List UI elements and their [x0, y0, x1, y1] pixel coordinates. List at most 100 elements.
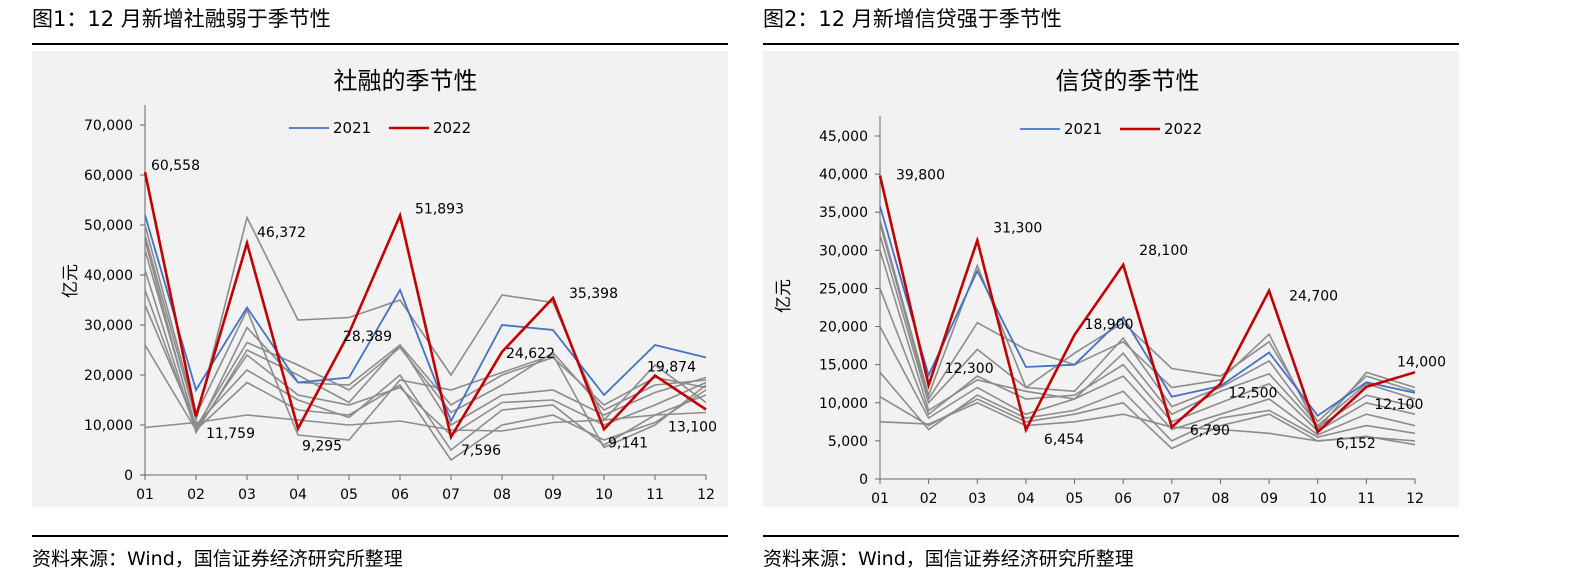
series-line-history: [144, 304, 707, 452]
y-tick-label: 10,000: [819, 396, 868, 412]
y-tick-label: 0: [859, 472, 868, 488]
series-line-2022: [878, 175, 1416, 435]
x-tick-label: 03: [968, 491, 986, 507]
x-tick-label: 02: [187, 487, 205, 503]
bottom-rule: [32, 535, 728, 537]
y-tick-label: 10,000: [84, 418, 133, 434]
data-label: 46,372: [257, 225, 306, 241]
legend-label-2021: 2021: [333, 119, 371, 137]
figure-title: 图1：12 月新增社融弱于季节性: [32, 7, 331, 31]
data-label: 13,100: [668, 420, 717, 436]
data-label: 28,389: [343, 329, 392, 345]
data-label: 12,500: [1228, 386, 1277, 402]
x-tick-label: 12: [1406, 491, 1424, 507]
top-rule: [32, 43, 728, 45]
y-tick-label: 45,000: [819, 129, 868, 145]
x-tick-label: 07: [442, 487, 460, 503]
y-tick-label: 20,000: [819, 320, 868, 336]
x-tick-label: 11: [1357, 491, 1375, 507]
legend-label-2022: 2022: [433, 119, 471, 137]
data-label: 12,100: [1374, 397, 1423, 413]
y-tick-label: 60,000: [84, 168, 133, 184]
series-line-history: [144, 269, 707, 435]
series-line-history: [144, 249, 707, 430]
y-axis-label: 亿元: [61, 264, 81, 298]
data-label: 35,398: [569, 286, 618, 302]
series-line-2021: [144, 214, 707, 424]
series-line-history: [879, 371, 1416, 442]
data-label: 31,300: [993, 220, 1042, 236]
x-tick-label: 05: [340, 487, 358, 503]
data-label: 7,596: [461, 443, 501, 459]
x-tick-label: 05: [1066, 491, 1084, 507]
x-tick-label: 11: [646, 487, 664, 503]
y-tick-label: 50,000: [84, 218, 133, 234]
y-tick-label: 5,000: [828, 434, 868, 450]
legend-label-2022: 2022: [1164, 120, 1202, 138]
x-tick-label: 04: [289, 487, 307, 503]
x-tick-label: 01: [136, 487, 154, 503]
x-tick-label: 06: [1114, 491, 1132, 507]
y-tick-label: 20,000: [84, 368, 133, 384]
data-label: 28,100: [1139, 243, 1188, 259]
series-line-history: [879, 223, 1416, 431]
x-tick-label: 02: [920, 491, 938, 507]
x-tick-label: 07: [1163, 491, 1181, 507]
data-label: 12,300: [945, 361, 994, 377]
data-label: 19,874: [647, 360, 696, 376]
y-tick-label: 35,000: [819, 205, 868, 221]
x-tick-label: 10: [1309, 491, 1327, 507]
x-tick-label: 01: [871, 491, 889, 507]
data-label: 18,900: [1085, 317, 1134, 333]
data-label: 6,790: [1190, 423, 1230, 439]
series-line-history: [144, 224, 707, 449]
series-line-history: [144, 239, 707, 434]
x-tick-label: 09: [1260, 491, 1278, 507]
social-financing-line-chart: 社融的季节性 0 10,000 20,000 30,000 40,000 50,000 60,…: [61, 67, 717, 503]
series-line-2022: [143, 171, 707, 441]
x-tick-label: 08: [1212, 491, 1230, 507]
data-label: 6,152: [1336, 436, 1376, 452]
y-tick-label: 30,000: [84, 318, 133, 334]
x-tick-label: 04: [1017, 491, 1035, 507]
series-line-history: [879, 326, 1416, 436]
chart-title: 信贷的季节性: [1056, 67, 1200, 95]
y-tick-label: 70,000: [84, 118, 133, 134]
data-label: 9,141: [608, 435, 648, 451]
bottom-rule: [763, 535, 1459, 537]
data-label: 60,558: [151, 158, 200, 174]
data-label: 14,000: [1397, 354, 1446, 370]
x-tick-label: 12: [697, 487, 715, 503]
figure-panel-loans: 图2：12 月新增信贷强于季节性 信贷的季节性 0 5,000 10,000 15,00…: [763, 0, 1459, 581]
y-tick-label: 40,000: [84, 268, 133, 284]
series-line-history: [879, 396, 1416, 450]
data-label: 24,622: [506, 346, 555, 362]
legend-label-2021: 2021: [1064, 120, 1102, 138]
y-tick-label: 30,000: [819, 243, 868, 259]
y-tick-label: 25,000: [819, 281, 868, 297]
source-note: 资料来源：Wind，国信证券经济研究所整理: [763, 548, 1134, 570]
top-rule: [763, 43, 1459, 45]
x-tick-label: 08: [493, 487, 511, 503]
source-note: 资料来源：Wind，国信证券经济研究所整理: [32, 548, 403, 570]
y-axis-label: 亿元: [774, 279, 794, 313]
x-tick-label: 03: [238, 487, 256, 503]
data-label: 39,800: [896, 168, 945, 184]
series-line-history: [879, 250, 1416, 429]
data-label: 24,700: [1289, 289, 1338, 305]
x-tick-label: 09: [544, 487, 562, 503]
y-tick-label: 40,000: [819, 167, 868, 183]
series-line-history: [144, 215, 707, 424]
data-label: 6,454: [1044, 432, 1084, 448]
series-line-history: [144, 344, 707, 462]
loans-line-chart: 信贷的季节性 0 5,000 10,000 15,000 20,000 25,000 30,0…: [774, 67, 1446, 507]
figure-panel-social-financing: 图1：12 月新增社融弱于季节性 社融的季节性 0 10,000 20,000 30,0…: [32, 0, 728, 581]
data-label: 11,759: [206, 426, 255, 442]
data-label: 9,295: [302, 439, 342, 455]
x-tick-label: 06: [391, 487, 409, 503]
x-tick-label: 10: [595, 487, 613, 503]
y-tick-label: 0: [124, 468, 133, 484]
data-label: 51,893: [415, 202, 464, 218]
y-tick-label: 15,000: [819, 358, 868, 374]
chart-title: 社融的季节性: [334, 67, 478, 95]
